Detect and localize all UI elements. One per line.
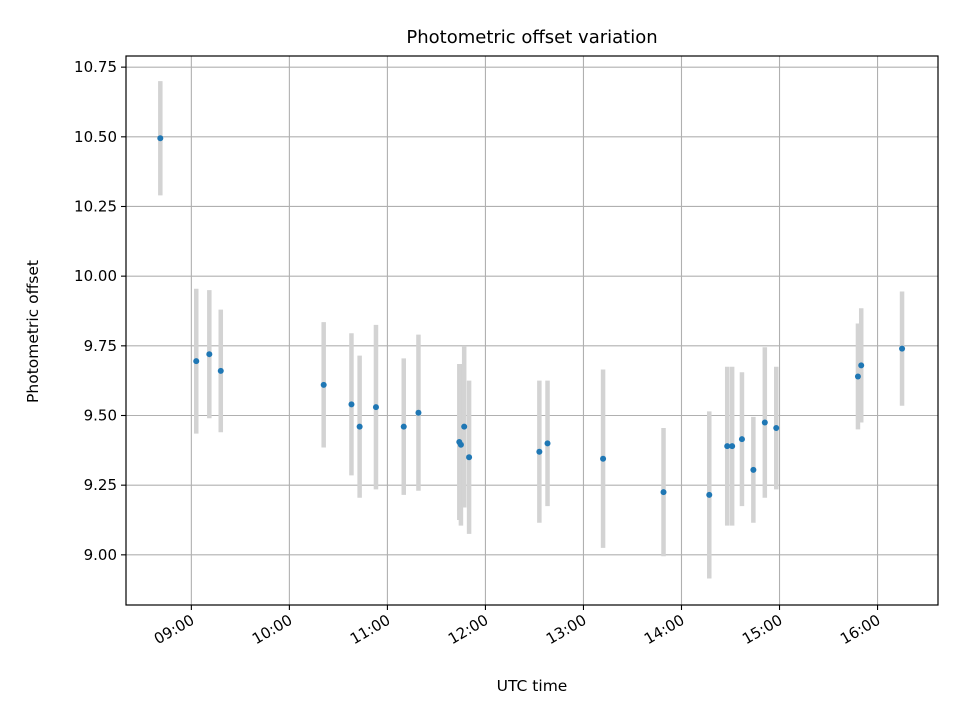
y-axis-ticks: 9.00 9.25 9.50 9.75 10.00 10.25 10.50 10.75	[74, 58, 126, 564]
data-point	[544, 440, 551, 447]
data-point	[729, 443, 736, 450]
data-point	[600, 455, 607, 462]
data-points	[157, 135, 906, 498]
data-point	[400, 423, 407, 430]
data-point	[854, 373, 861, 380]
data-point	[193, 358, 200, 365]
y-tick-label: 10.75	[74, 58, 117, 76]
grid	[126, 56, 938, 605]
data-point	[761, 419, 768, 426]
data-point	[724, 443, 731, 450]
y-tick-label: 10.25	[74, 197, 117, 215]
data-point	[217, 367, 224, 374]
y-tick-label: 9.00	[84, 546, 117, 564]
y-tick-label: 9.75	[84, 337, 117, 355]
data-point	[457, 441, 464, 448]
data-point	[466, 454, 473, 461]
data-point	[660, 489, 667, 496]
x-axis-label: UTC time	[497, 677, 568, 695]
data-point	[461, 423, 468, 430]
data-point	[536, 448, 543, 455]
data-point	[372, 404, 379, 411]
data-point	[320, 381, 327, 388]
data-point	[750, 466, 757, 473]
y-tick-label: 10.00	[74, 267, 117, 285]
data-point	[738, 436, 745, 443]
data-point	[206, 351, 213, 358]
y-axis-label: Photometric offset	[24, 260, 42, 403]
data-point	[356, 423, 363, 430]
chart-title: Photometric offset variation	[406, 27, 657, 48]
data-point	[415, 409, 422, 416]
data-point	[858, 362, 865, 369]
data-point	[899, 345, 906, 352]
y-tick-label: 10.50	[74, 128, 117, 146]
data-point	[706, 491, 713, 498]
y-tick-label: 9.50	[84, 406, 117, 424]
plot-area-frame	[125, 55, 939, 606]
y-tick-label: 9.25	[84, 476, 117, 494]
data-point	[348, 401, 355, 408]
data-point	[157, 135, 164, 142]
data-point	[773, 425, 780, 432]
